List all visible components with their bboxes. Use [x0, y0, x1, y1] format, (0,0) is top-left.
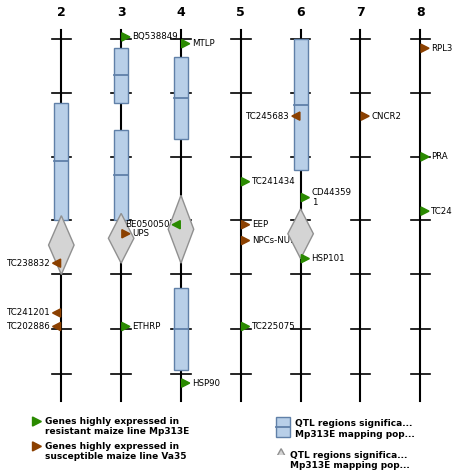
- Text: CD44359
1: CD44359 1: [311, 188, 352, 207]
- Text: TC241201: TC241201: [7, 309, 50, 318]
- Text: PRA: PRA: [431, 152, 448, 161]
- Text: EEP: EEP: [252, 220, 268, 229]
- Polygon shape: [301, 193, 310, 201]
- Text: ETHRP: ETHRP: [132, 322, 161, 331]
- Polygon shape: [241, 322, 250, 331]
- Text: 2: 2: [57, 6, 66, 19]
- Text: QTL regions significa...
Mp313E mapping pop...: QTL regions significa... Mp313E mapping …: [291, 451, 410, 470]
- Text: UPS: UPS: [132, 229, 149, 238]
- Text: 8: 8: [416, 6, 425, 19]
- Text: 6: 6: [296, 6, 305, 19]
- Bar: [174, 57, 188, 139]
- Polygon shape: [168, 195, 194, 263]
- Polygon shape: [301, 255, 310, 263]
- Bar: [114, 48, 128, 102]
- Text: TC238832: TC238832: [7, 259, 50, 268]
- Text: NPCs-NUP85: NPCs-NUP85: [252, 236, 306, 245]
- Polygon shape: [182, 379, 190, 387]
- Polygon shape: [122, 322, 130, 331]
- Bar: [293, 39, 308, 171]
- Text: HSP101: HSP101: [311, 254, 345, 263]
- Polygon shape: [48, 216, 74, 274]
- Polygon shape: [276, 449, 286, 467]
- Polygon shape: [421, 44, 429, 52]
- Text: 3: 3: [117, 6, 126, 19]
- Bar: [174, 288, 188, 370]
- Text: TC245683: TC245683: [246, 111, 290, 120]
- Polygon shape: [109, 213, 134, 263]
- Text: TC225075: TC225075: [252, 322, 295, 331]
- Polygon shape: [292, 112, 300, 120]
- Text: TC241434: TC241434: [252, 177, 295, 186]
- Text: CNCR2: CNCR2: [372, 111, 401, 120]
- Text: 7: 7: [356, 6, 365, 19]
- Polygon shape: [33, 417, 41, 426]
- Polygon shape: [361, 112, 369, 120]
- Text: 4: 4: [177, 6, 185, 19]
- Text: BE050050: BE050050: [126, 220, 170, 229]
- Polygon shape: [122, 229, 130, 238]
- Text: QTL regions significa...
Mp313E mapping pop...: QTL regions significa... Mp313E mapping …: [295, 419, 415, 438]
- Polygon shape: [241, 178, 250, 186]
- Text: 5: 5: [237, 6, 245, 19]
- Bar: [276, 417, 291, 438]
- Polygon shape: [241, 237, 250, 245]
- Text: TC202886: TC202886: [7, 322, 50, 331]
- Text: TC24: TC24: [431, 207, 453, 216]
- Bar: [114, 130, 128, 220]
- Polygon shape: [53, 309, 61, 317]
- Polygon shape: [241, 220, 250, 229]
- Polygon shape: [421, 207, 429, 215]
- Polygon shape: [53, 259, 61, 267]
- Text: MTLP: MTLP: [192, 39, 215, 48]
- Text: RPL3: RPL3: [431, 44, 453, 53]
- Bar: [54, 102, 68, 220]
- Polygon shape: [288, 209, 313, 259]
- Polygon shape: [182, 40, 190, 48]
- Text: BQ538849: BQ538849: [132, 32, 178, 41]
- Polygon shape: [122, 33, 130, 41]
- Polygon shape: [172, 220, 180, 229]
- Text: HSP90: HSP90: [192, 379, 220, 388]
- Polygon shape: [33, 442, 41, 451]
- Polygon shape: [53, 322, 61, 331]
- Text: Genes highly expressed in
resistant maize line Mp313E: Genes highly expressed in resistant maiz…: [45, 417, 189, 437]
- Polygon shape: [421, 153, 429, 161]
- Text: Genes highly expressed in
susceptible maize line Va35: Genes highly expressed in susceptible ma…: [45, 442, 186, 461]
